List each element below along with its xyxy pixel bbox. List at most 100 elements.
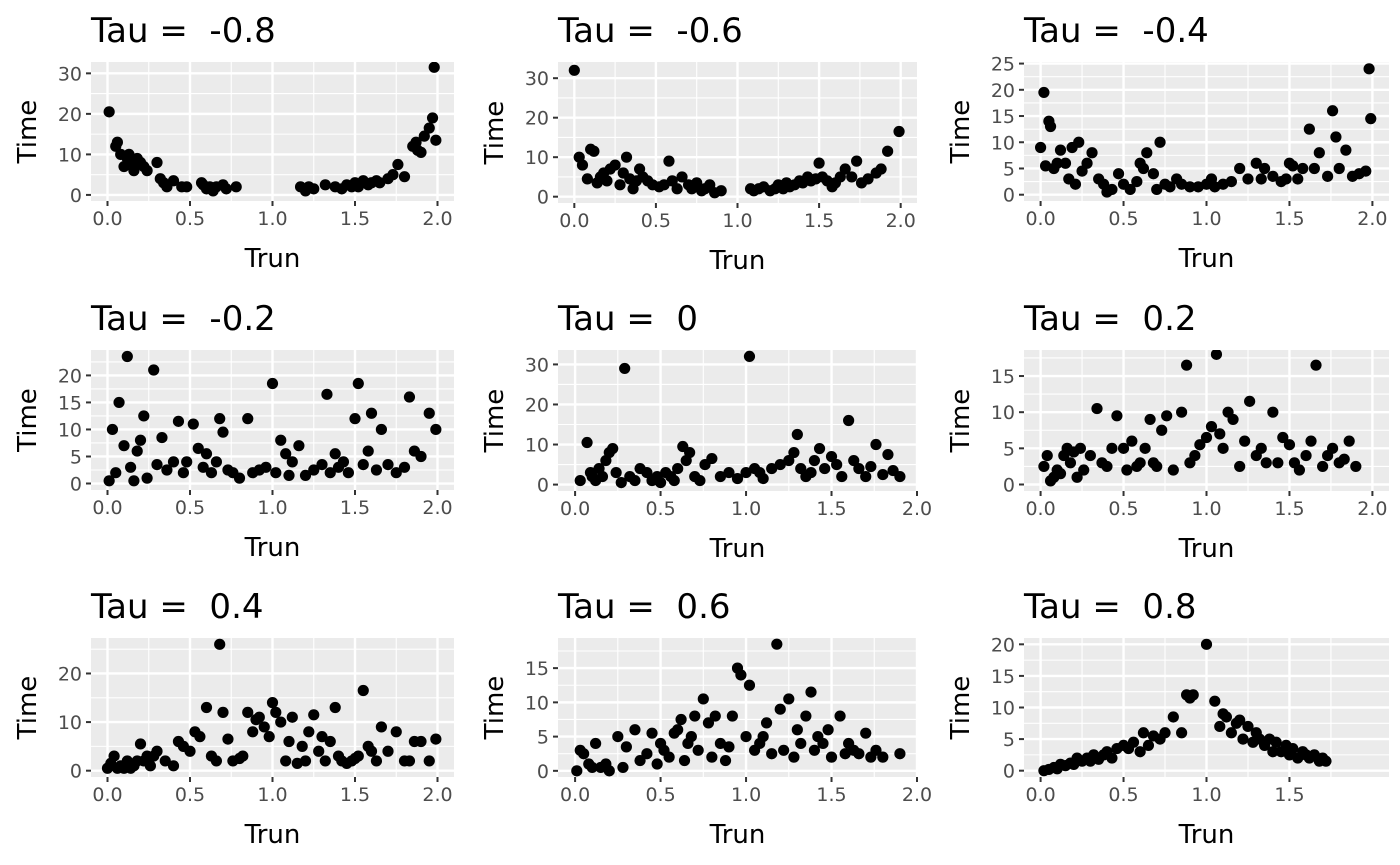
data-point	[1074, 442, 1087, 454]
data-point	[1161, 410, 1173, 422]
data-point	[805, 686, 817, 698]
x-tick-label: 1.5	[340, 784, 370, 806]
y-tick-label: 0	[70, 761, 82, 783]
data-point	[423, 755, 435, 767]
facet-title: Tau = -0.4	[1023, 11, 1209, 51]
data-point	[596, 470, 609, 483]
y-axis-title: Time	[480, 101, 510, 166]
data-point	[646, 727, 658, 739]
data-point	[357, 458, 369, 471]
data-point	[1044, 120, 1057, 133]
data-point	[1142, 739, 1155, 752]
data-point	[610, 466, 622, 479]
x-tick-label: 0.0	[560, 498, 590, 520]
data-point	[846, 171, 858, 183]
data-point	[1038, 460, 1050, 473]
data-point	[362, 445, 374, 457]
y-tick-label: 20	[525, 394, 549, 416]
y-tick-label: 15	[991, 366, 1015, 388]
data-point	[862, 173, 874, 185]
data-point	[144, 760, 156, 772]
data-point	[1106, 183, 1118, 196]
data-point	[678, 754, 691, 767]
data-point	[308, 183, 320, 195]
data-point	[825, 450, 838, 463]
data-point	[247, 726, 259, 738]
x-tick-label: 0.0	[560, 784, 590, 806]
data-point	[1184, 181, 1196, 193]
data-point	[1242, 173, 1254, 185]
data-point	[1054, 468, 1067, 480]
data-point	[415, 450, 427, 463]
data-point	[663, 751, 675, 763]
data-point	[286, 711, 298, 723]
data-point	[118, 440, 130, 452]
data-point	[865, 460, 877, 473]
data-point	[766, 462, 778, 475]
data-point	[617, 761, 629, 774]
data-point	[783, 454, 795, 467]
data-point	[805, 466, 817, 479]
x-tick-label: 2.0	[422, 208, 452, 230]
x-tick-label: 0.5	[175, 497, 205, 519]
data-point	[791, 428, 803, 441]
data-point	[1220, 711, 1233, 723]
data-point	[1287, 742, 1299, 755]
x-tick-label: 2.0	[1357, 208, 1387, 230]
data-point	[1287, 160, 1299, 172]
y-axis-title: Time	[13, 100, 43, 165]
x-tick-label: 1.0	[1191, 784, 1221, 806]
data-point	[342, 467, 354, 479]
facet-2: 0.0 0.5 1.0 1.5 2.0 0 10 20 30 Tau = -0.6 Trun Time	[480, 11, 917, 276]
y-tick-label: 20	[58, 104, 82, 126]
data-point	[641, 748, 653, 760]
y-tick-label: 15	[991, 666, 1015, 688]
data-point	[1189, 449, 1201, 462]
data-point	[423, 122, 435, 134]
data-point	[308, 464, 320, 476]
data-point	[839, 163, 851, 175]
data-point	[1167, 464, 1179, 476]
data-point	[893, 125, 905, 138]
data-point	[415, 735, 427, 748]
data-point	[177, 467, 189, 479]
x-tick-label: 2.0	[886, 210, 916, 232]
y-axis-title: Time	[13, 676, 43, 741]
data-point	[1326, 105, 1339, 117]
data-point	[1305, 435, 1317, 447]
data-point	[280, 755, 292, 767]
data-point	[774, 703, 786, 715]
data-point	[319, 179, 331, 191]
data-point	[1034, 141, 1047, 154]
facet-3: 0.0 0.5 1.0 1.5 2.0 0 5 10 15 20 25 Tau = -0.4 Trun T…	[946, 11, 1389, 274]
data-point	[382, 458, 394, 471]
data-point	[672, 462, 684, 475]
data-point	[702, 717, 715, 729]
data-point	[260, 461, 272, 473]
data-point	[774, 458, 786, 471]
y-tick-label: 20	[58, 663, 82, 685]
data-point	[1308, 162, 1320, 175]
data-point	[357, 684, 369, 697]
data-point	[771, 638, 783, 650]
data-point	[398, 461, 411, 473]
data-point	[253, 711, 265, 723]
gridlines	[558, 638, 917, 777]
data-point	[390, 467, 402, 479]
data-point	[1303, 123, 1315, 135]
data-point	[706, 751, 718, 763]
data-point	[266, 377, 279, 390]
data-point	[375, 423, 387, 436]
data-point	[280, 448, 292, 460]
data-point	[113, 396, 125, 409]
x-tick-label: 1.5	[816, 784, 846, 806]
y-tick-label: 10	[58, 419, 82, 441]
x-tick-label: 1.5	[816, 498, 846, 520]
data-point	[270, 467, 282, 479]
data-point	[1272, 457, 1284, 469]
data-point	[581, 436, 593, 449]
x-tick-label: 1.5	[1274, 498, 1304, 520]
data-point	[788, 751, 800, 763]
data-point	[620, 151, 633, 163]
